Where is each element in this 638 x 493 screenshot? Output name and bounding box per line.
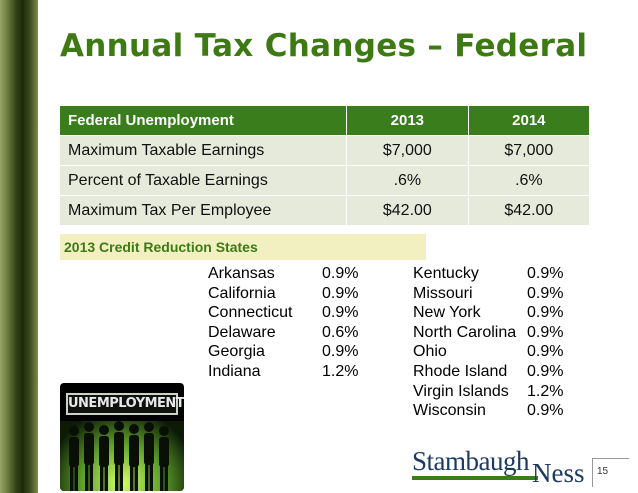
state-name: Ohio xyxy=(413,343,447,361)
table-row: Maximum Taxable Earnings $7,000 $7,000 xyxy=(60,135,589,166)
state-name: North Carolina xyxy=(413,323,517,341)
state-rate: 0.9% xyxy=(527,304,564,322)
credit-states-left-column: Arkansas 0.9% California 0.9% Connecticut 0… xyxy=(208,264,378,382)
state-rate: 0.9% xyxy=(527,265,564,282)
state-name: Georgia xyxy=(208,343,265,361)
state-name: Virgin Islands xyxy=(413,382,509,400)
table-header-cell: 2013 xyxy=(346,106,469,136)
state-name: Kentucky xyxy=(413,265,479,282)
slide-title: Annual Tax Changes – Federal xyxy=(60,28,588,64)
state-name: Connecticut xyxy=(208,304,293,322)
table-cell: Maximum Taxable Earnings xyxy=(60,135,347,166)
table-cell: .6% xyxy=(468,165,589,196)
state-name: Delaware xyxy=(208,323,276,341)
state-name: Rhode Island xyxy=(413,362,508,380)
state-rate: 0.9% xyxy=(322,284,359,302)
state-rate: 0.9% xyxy=(527,284,564,302)
table-cell: Percent of Taxable Earnings xyxy=(60,165,347,196)
table-cell: Maximum Tax Per Employee xyxy=(60,195,347,225)
list-item: Wisconsin 0.9% xyxy=(413,401,588,421)
table-cell: .6% xyxy=(346,165,469,196)
table-cell: $7,000 xyxy=(346,135,469,166)
page-number-frame xyxy=(592,458,629,487)
list-item: Georgia 0.9% xyxy=(208,342,378,362)
state-name: California xyxy=(208,284,276,302)
list-item: Kentucky 0.9% xyxy=(413,264,588,284)
table-header-cell: Federal Unemployment xyxy=(60,106,347,136)
credit-states-right-column: Kentucky 0.9% Missouri 0.9% New York 0.9% N… xyxy=(413,264,588,421)
list-item: Ohio 0.9% xyxy=(413,342,588,362)
state-name: Wisconsin xyxy=(413,402,486,420)
state-rate: 0.9% xyxy=(527,343,564,361)
table-row: Percent of Taxable Earnings .6% .6% xyxy=(60,165,589,196)
state-rate: 0.9% xyxy=(322,304,359,322)
state-rate: 0.9% xyxy=(322,265,359,282)
table-cell: $42.00 xyxy=(346,195,469,225)
list-item: California 0.9% xyxy=(208,284,378,304)
table-header-cell: 2014 xyxy=(468,106,589,136)
decorative-sidebar xyxy=(0,0,38,493)
state-rate: 0.9% xyxy=(527,362,564,380)
list-item: Connecticut 0.9% xyxy=(208,303,378,323)
list-item: Rhode Island 0.9% xyxy=(413,362,588,382)
list-item: Indiana 1.2% xyxy=(208,362,378,382)
state-name: Missouri xyxy=(413,284,473,302)
state-rate: 1.2% xyxy=(322,362,359,380)
list-item: Missouri 0.9% xyxy=(413,284,588,304)
table-cell: $42.00 xyxy=(468,195,589,225)
list-item: Delaware 0.6% xyxy=(208,323,378,343)
state-name: Arkansas xyxy=(208,265,275,282)
table-cell: $7,000 xyxy=(468,135,589,166)
state-rate: 0.9% xyxy=(527,402,564,420)
page-number: 15 xyxy=(597,466,609,477)
list-item: North Carolina 0.9% xyxy=(413,323,588,343)
federal-unemployment-table: Federal Unemployment 2013 2014 Maximum T… xyxy=(60,106,589,225)
state-name: New York xyxy=(413,304,481,322)
logo-green-bar xyxy=(412,476,538,480)
state-name: Indiana xyxy=(208,362,261,380)
list-item: Virgin Islands 1.2% xyxy=(413,382,588,402)
state-rate: 0.6% xyxy=(322,323,359,341)
logo-main-text: Stambaugh xyxy=(412,446,530,476)
state-rate: 1.2% xyxy=(527,382,564,400)
credit-reduction-label: 2013 Credit Reduction States xyxy=(60,234,426,260)
table-row: Maximum Tax Per Employee $42.00 $42.00 xyxy=(60,195,589,225)
state-rate: 0.9% xyxy=(322,343,359,361)
company-logo: Stambaugh Ness xyxy=(412,446,592,488)
state-rate: 0.9% xyxy=(527,323,564,341)
list-item: Arkansas 0.9% xyxy=(208,264,378,284)
table-header-row: Federal Unemployment 2013 2014 xyxy=(60,106,589,136)
list-item: New York 0.9% xyxy=(413,303,588,323)
unemployment-illustration: UNEMPLOYMENT xyxy=(60,383,184,491)
people-silhouettes-icon xyxy=(69,421,169,491)
unemployment-banner: UNEMPLOYMENT xyxy=(66,393,184,415)
logo-sub-text: Ness xyxy=(532,458,585,488)
